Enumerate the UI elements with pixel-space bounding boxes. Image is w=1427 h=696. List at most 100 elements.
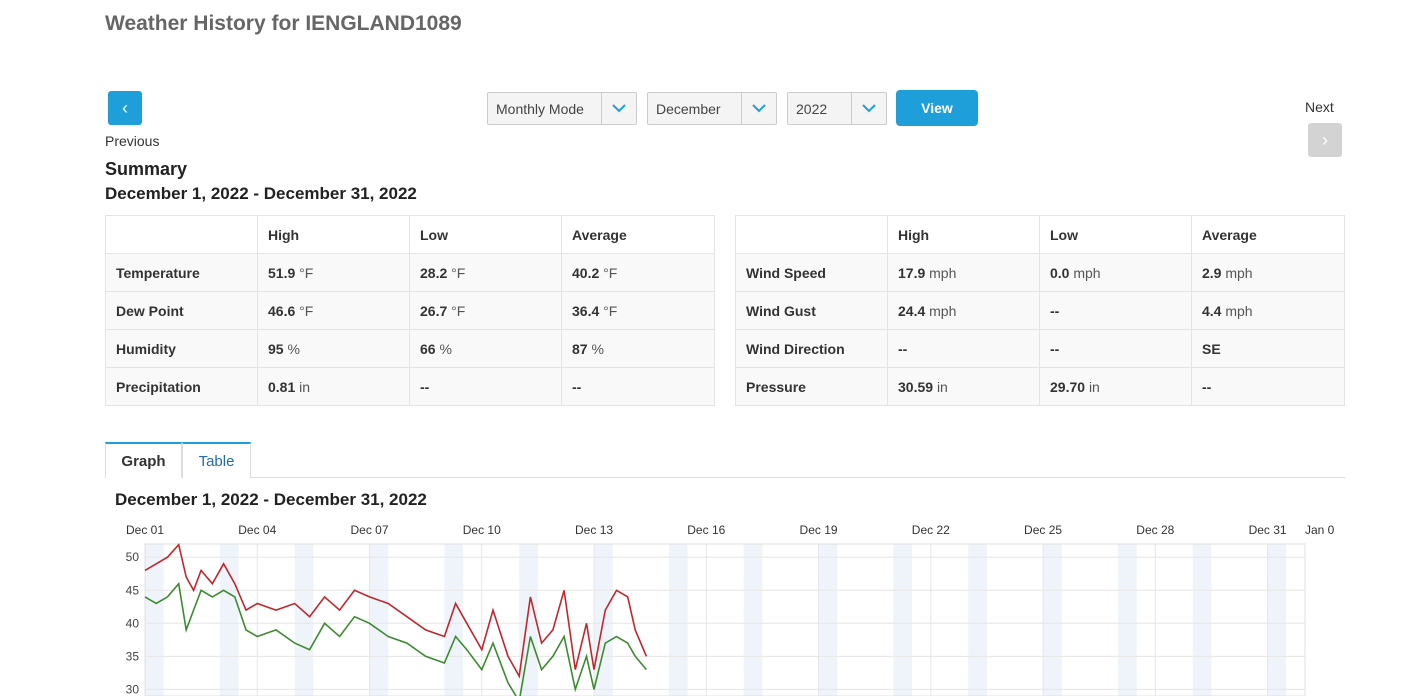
table-row: Temperature 51.9 °F 28.2 °F 40.2 °F bbox=[105, 253, 715, 292]
avg-cell: -- bbox=[561, 367, 715, 406]
avg-cell: 40.2 °F bbox=[561, 253, 715, 292]
y-tick-label: 30 bbox=[126, 682, 140, 696]
chevron-down-icon bbox=[741, 93, 776, 124]
row-label: Pressure bbox=[735, 367, 888, 406]
day-band bbox=[519, 544, 538, 696]
x-tick-label: Dec 16 bbox=[687, 523, 725, 537]
view-button[interactable]: View bbox=[896, 90, 978, 126]
avg-cell: 2.9 mph bbox=[1191, 253, 1345, 292]
year-select-value: 2022 bbox=[796, 100, 828, 117]
high-cell: 30.59 in bbox=[887, 367, 1040, 406]
table-header-row: High Low Average bbox=[735, 215, 1345, 254]
high-cell: 95 % bbox=[257, 329, 410, 368]
low-cell: 28.2 °F bbox=[409, 253, 562, 292]
next-button[interactable]: › bbox=[1308, 123, 1342, 157]
table-row: Wind Direction -- -- SE bbox=[735, 329, 1345, 368]
chevron-right-icon: › bbox=[1322, 129, 1328, 150]
low-cell: -- bbox=[1039, 329, 1192, 368]
dew-point-series-line bbox=[144, 581, 648, 696]
month-select-value: December bbox=[656, 100, 721, 117]
plot-frame bbox=[144, 543, 1306, 696]
row-label: Wind Speed bbox=[735, 253, 888, 292]
low-cell: 66 % bbox=[409, 329, 562, 368]
chevron-left-icon: ‹ bbox=[122, 97, 128, 118]
high-cell: 24.4 mph bbox=[887, 291, 1040, 330]
column-header bbox=[105, 215, 258, 254]
day-band bbox=[893, 544, 913, 696]
low-cell: -- bbox=[409, 367, 562, 406]
high-cell: 51.9 °F bbox=[257, 253, 410, 292]
column-header: Low bbox=[409, 215, 562, 254]
page-title: Weather History for IENGLAND1089 bbox=[105, 12, 462, 35]
low-cell: 0.0 mph bbox=[1039, 253, 1192, 292]
x-tick-label: Jan 01 bbox=[1305, 523, 1335, 537]
graph-title: December 1, 2022 - December 31, 2022 bbox=[115, 490, 427, 509]
summary-title: Summary bbox=[105, 159, 188, 179]
table-row: Pressure 30.59 in 29.70 in -- bbox=[735, 367, 1345, 406]
x-tick-label: Dec 04 bbox=[238, 523, 276, 537]
day-band bbox=[1192, 544, 1212, 696]
x-tick-label: Dec 25 bbox=[1024, 523, 1062, 537]
y-tick-label: 40 bbox=[126, 616, 140, 630]
row-label: Wind Gust bbox=[735, 291, 888, 330]
day-band bbox=[968, 544, 987, 696]
row-label: Precipitation bbox=[105, 367, 258, 406]
year-select[interactable]: 2022 bbox=[787, 92, 887, 125]
column-header: Average bbox=[561, 215, 715, 254]
chevron-down-icon bbox=[851, 93, 886, 124]
day-band bbox=[668, 544, 688, 696]
row-label: Temperature bbox=[105, 253, 258, 292]
high-cell: 46.6 °F bbox=[257, 291, 410, 330]
next-label[interactable]: Next bbox=[1305, 99, 1334, 115]
x-tick-label: Dec 22 bbox=[912, 523, 950, 537]
view-tabs: Graph Table bbox=[105, 442, 1345, 478]
x-tick-label: Dec 19 bbox=[800, 523, 838, 537]
previous-button[interactable]: ‹ bbox=[108, 91, 142, 125]
avg-cell: SE bbox=[1191, 329, 1345, 368]
column-header: High bbox=[887, 215, 1040, 254]
table-row: Humidity 95 % 66 % 87 % bbox=[105, 329, 715, 368]
table-row: Wind Speed 17.9 mph 0.0 mph 2.9 mph bbox=[735, 253, 1345, 292]
temperature-chart: 50 45 40 35 30 Dec 01 Dec 04 Dec 07 Dec 10 Dec 13… bbox=[126, 523, 1335, 696]
avg-cell: 87 % bbox=[561, 329, 715, 368]
x-tick-label: Dec 28 bbox=[1136, 523, 1174, 537]
day-band bbox=[369, 544, 389, 696]
high-cell: -- bbox=[887, 329, 1040, 368]
tab-graph[interactable]: Graph bbox=[105, 442, 182, 478]
low-cell: -- bbox=[1039, 291, 1192, 330]
day-band bbox=[294, 544, 314, 696]
day-band bbox=[145, 544, 164, 696]
high-cell: 17.9 mph bbox=[887, 253, 1040, 292]
summary-range: December 1, 2022 - December 31, 2022 bbox=[105, 184, 417, 203]
row-label: Humidity bbox=[105, 329, 258, 368]
month-select[interactable]: December bbox=[647, 92, 777, 125]
y-tick-label: 35 bbox=[126, 649, 140, 663]
high-cell: 0.81 in bbox=[257, 367, 410, 406]
avg-cell: 36.4 °F bbox=[561, 291, 715, 330]
x-tick-label: Dec 10 bbox=[463, 523, 501, 537]
row-label: Wind Direction bbox=[735, 329, 888, 368]
x-tick-label: Dec 13 bbox=[575, 523, 613, 537]
day-band bbox=[1117, 544, 1137, 696]
table-row: Precipitation 0.81 in -- -- bbox=[105, 367, 715, 406]
temperature-series-line bbox=[144, 543, 648, 679]
mode-select-value: Monthly Mode bbox=[496, 100, 584, 117]
table-row: Wind Gust 24.4 mph -- 4.4 mph bbox=[735, 291, 1345, 330]
column-header: High bbox=[257, 215, 410, 254]
summary-table-left: High Low Average Temperature 51.9 °F 28.… bbox=[105, 215, 715, 406]
low-cell: 26.7 °F bbox=[409, 291, 562, 330]
mode-select[interactable]: Monthly Mode bbox=[487, 92, 637, 125]
day-band bbox=[1267, 544, 1287, 696]
row-label: Dew Point bbox=[105, 291, 258, 330]
column-header: Average bbox=[1191, 215, 1345, 254]
y-tick-label: 45 bbox=[126, 583, 140, 597]
day-band bbox=[818, 544, 838, 696]
table-header-row: High Low Average bbox=[105, 215, 715, 254]
previous-label[interactable]: Previous bbox=[105, 133, 160, 149]
x-tick-label: Dec 07 bbox=[351, 523, 389, 537]
column-header bbox=[735, 215, 888, 254]
tab-table[interactable]: Table bbox=[182, 442, 251, 478]
column-header: Low bbox=[1039, 215, 1192, 254]
y-tick-label: 50 bbox=[126, 550, 140, 564]
avg-cell: -- bbox=[1191, 367, 1345, 406]
